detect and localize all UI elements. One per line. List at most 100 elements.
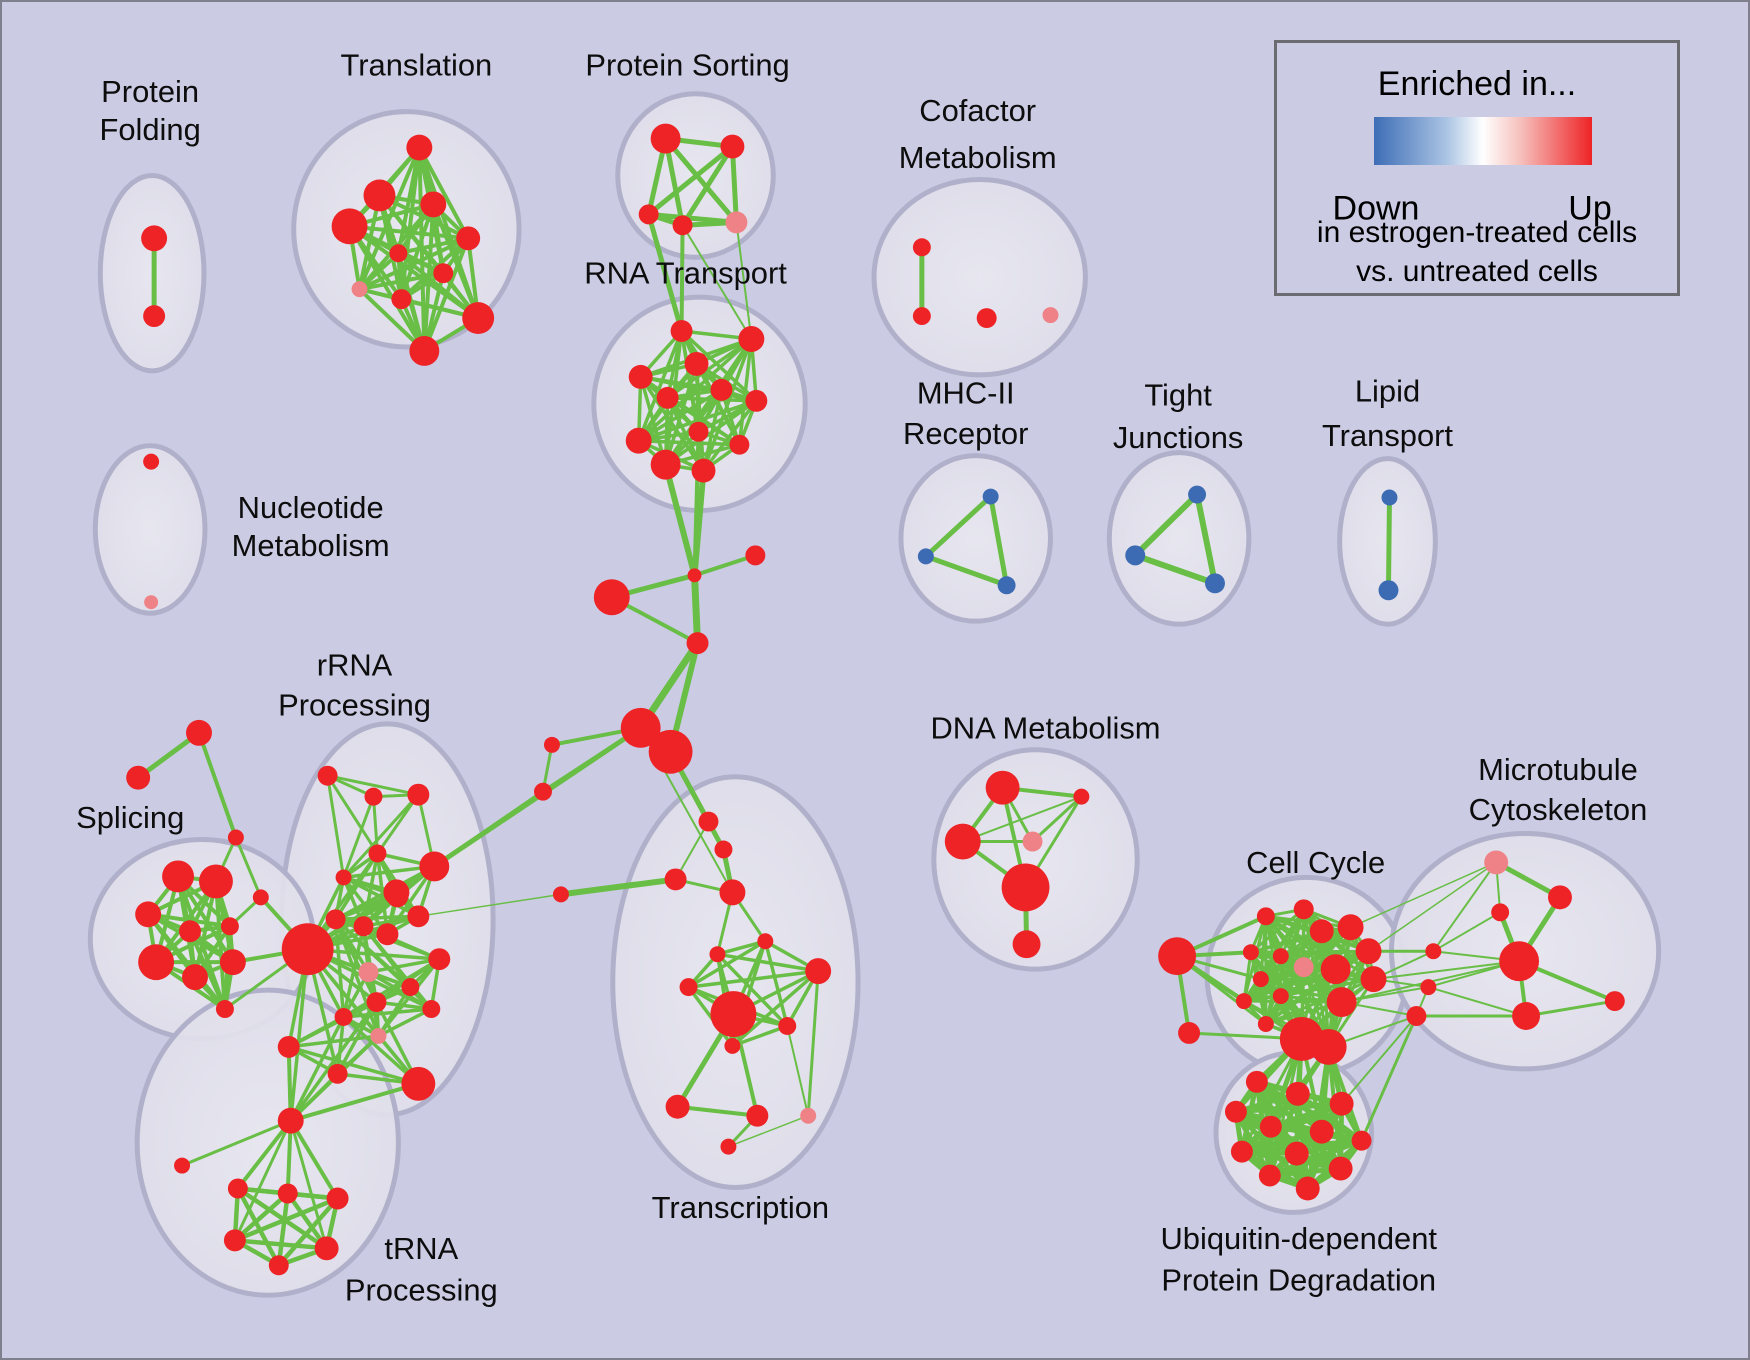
- node[interactable]: [638, 204, 659, 225]
- node[interactable]: [422, 1000, 441, 1019]
- node[interactable]: [364, 787, 383, 806]
- node[interactable]: [1329, 1091, 1354, 1116]
- node[interactable]: [277, 1183, 298, 1204]
- node[interactable]: [391, 289, 412, 310]
- node[interactable]: [1491, 903, 1510, 922]
- node[interactable]: [1073, 788, 1090, 805]
- node[interactable]: [534, 782, 552, 801]
- node[interactable]: [1258, 1164, 1281, 1187]
- node[interactable]: [665, 1094, 690, 1119]
- node[interactable]: [698, 811, 719, 832]
- node[interactable]: [141, 225, 168, 252]
- node[interactable]: [664, 868, 687, 891]
- node[interactable]: [1360, 966, 1387, 993]
- node[interactable]: [1310, 1028, 1347, 1065]
- node[interactable]: [327, 1063, 348, 1084]
- node[interactable]: [1272, 948, 1289, 965]
- node[interactable]: [1001, 863, 1050, 912]
- node[interactable]: [186, 719, 212, 746]
- node[interactable]: [1295, 1176, 1320, 1201]
- node[interactable]: [648, 729, 693, 774]
- node[interactable]: [1381, 489, 1398, 506]
- node[interactable]: [1484, 850, 1509, 875]
- node[interactable]: [1224, 1100, 1247, 1123]
- node[interactable]: [351, 281, 368, 298]
- node[interactable]: [720, 1138, 737, 1155]
- node[interactable]: [370, 1027, 387, 1044]
- node[interactable]: [1351, 1130, 1372, 1151]
- node[interactable]: [686, 632, 709, 655]
- node[interactable]: [720, 134, 745, 159]
- node[interactable]: [227, 829, 244, 846]
- node[interactable]: [738, 326, 765, 352]
- node[interactable]: [1378, 580, 1399, 601]
- node[interactable]: [401, 978, 420, 997]
- node[interactable]: [215, 1000, 234, 1019]
- node[interactable]: [383, 879, 410, 906]
- node[interactable]: [1548, 885, 1572, 910]
- node[interactable]: [656, 386, 679, 409]
- node[interactable]: [223, 1229, 246, 1252]
- node[interactable]: [409, 336, 440, 366]
- node[interactable]: [1257, 1016, 1274, 1032]
- node[interactable]: [1259, 1115, 1282, 1138]
- node[interactable]: [376, 923, 399, 946]
- node[interactable]: [1252, 971, 1269, 988]
- node[interactable]: [144, 595, 159, 610]
- node[interactable]: [672, 215, 693, 236]
- node[interactable]: [628, 364, 653, 389]
- node[interactable]: [456, 226, 481, 251]
- node[interactable]: [719, 879, 746, 906]
- node[interactable]: [401, 1066, 436, 1101]
- node[interactable]: [1420, 979, 1437, 996]
- node[interactable]: [1499, 941, 1540, 982]
- node[interactable]: [1285, 1081, 1310, 1106]
- node[interactable]: [1309, 1119, 1334, 1144]
- node[interactable]: [143, 305, 166, 328]
- node[interactable]: [1125, 545, 1146, 566]
- node[interactable]: [143, 453, 160, 470]
- node[interactable]: [1320, 954, 1351, 985]
- node[interactable]: [1230, 1140, 1253, 1163]
- node[interactable]: [198, 864, 233, 899]
- node[interactable]: [997, 576, 1016, 595]
- node[interactable]: [1604, 991, 1625, 1012]
- node[interactable]: [358, 962, 379, 983]
- node[interactable]: [800, 1107, 817, 1124]
- node[interactable]: [745, 389, 768, 412]
- node[interactable]: [710, 991, 757, 1037]
- node[interactable]: [1012, 930, 1041, 959]
- node[interactable]: [219, 949, 246, 976]
- node[interactable]: [1328, 1156, 1353, 1181]
- node[interactable]: [1158, 937, 1197, 976]
- node[interactable]: [281, 923, 334, 976]
- node[interactable]: [1326, 987, 1357, 1018]
- node[interactable]: [729, 434, 750, 455]
- node[interactable]: [1406, 1006, 1427, 1026]
- node[interactable]: [650, 449, 681, 480]
- node[interactable]: [419, 851, 450, 882]
- node[interactable]: [625, 427, 652, 454]
- node[interactable]: [1205, 573, 1225, 594]
- node[interactable]: [433, 263, 454, 284]
- node[interactable]: [1425, 943, 1442, 960]
- node[interactable]: [688, 421, 709, 442]
- node[interactable]: [126, 765, 151, 790]
- node[interactable]: [745, 545, 766, 566]
- node[interactable]: [1293, 899, 1314, 920]
- node[interactable]: [725, 211, 748, 234]
- node[interactable]: [317, 765, 338, 786]
- node[interactable]: [687, 568, 702, 583]
- node[interactable]: [366, 992, 387, 1013]
- node[interactable]: [724, 1037, 741, 1054]
- node[interactable]: [314, 1236, 339, 1261]
- node[interactable]: [691, 458, 716, 483]
- node[interactable]: [709, 946, 726, 963]
- node[interactable]: [428, 948, 451, 971]
- node[interactable]: [805, 958, 832, 985]
- node[interactable]: [277, 1035, 300, 1058]
- node[interactable]: [684, 351, 709, 376]
- node[interactable]: [1235, 993, 1252, 1010]
- node[interactable]: [326, 1187, 349, 1210]
- node[interactable]: [162, 860, 195, 893]
